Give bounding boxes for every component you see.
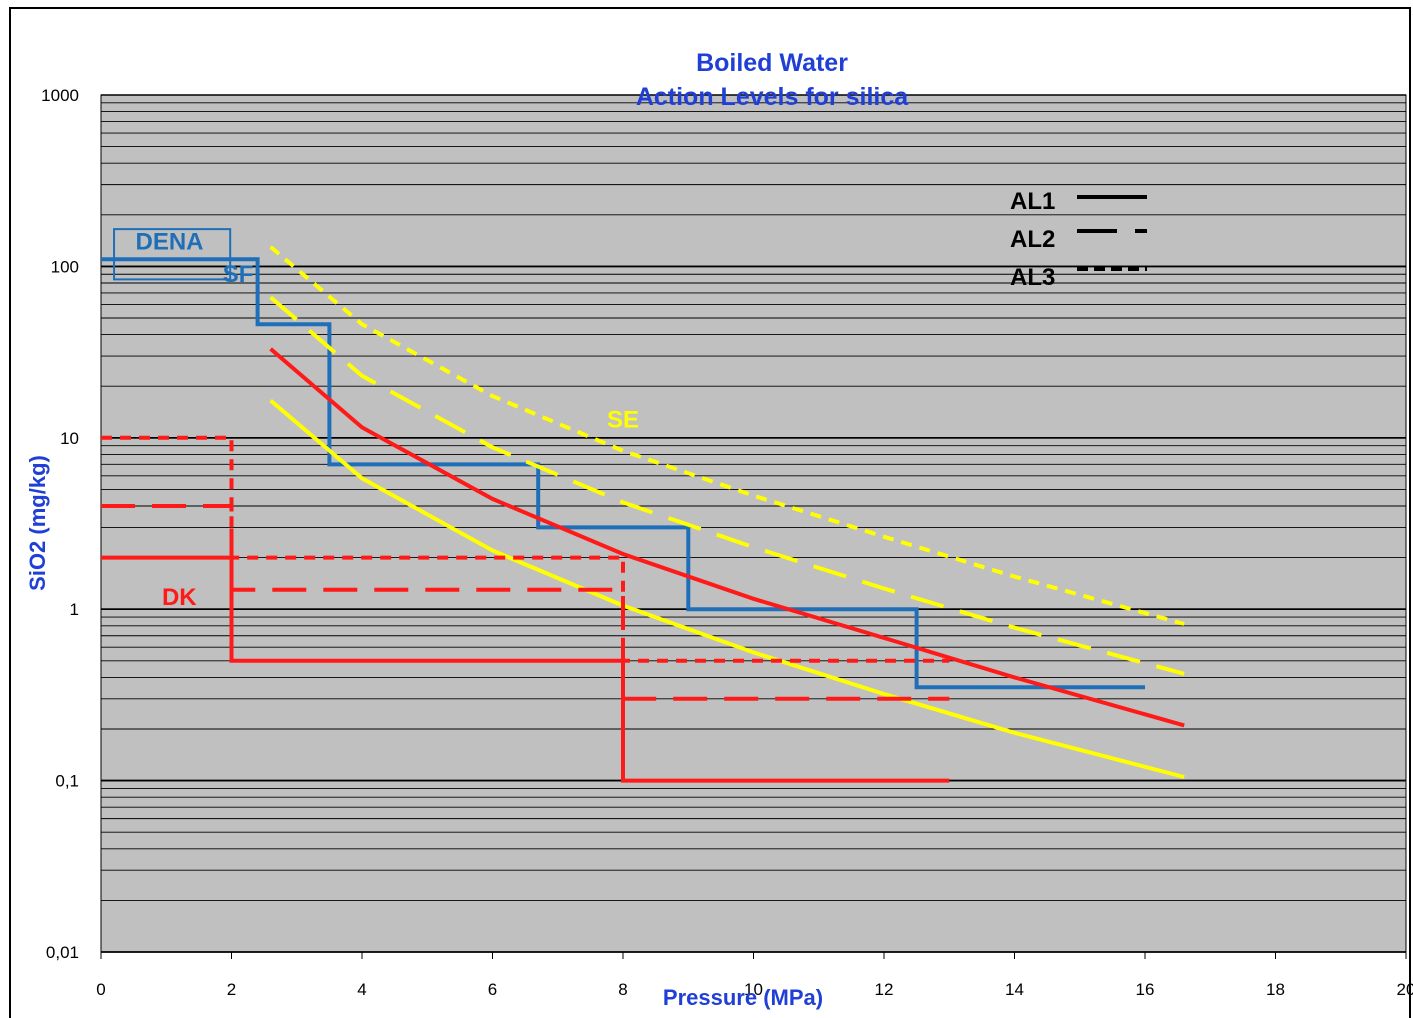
y-tick-label: 0,01	[46, 943, 79, 962]
x-tick-label: 20	[1397, 980, 1413, 999]
annotation-dena: DENA	[136, 228, 204, 255]
x-tick-labels: 0 2 4 6 8 10 12 14 16 18 20	[96, 952, 1413, 999]
chart-subtitle: Action Levels for silica	[636, 83, 909, 111]
dena-label-box	[113, 228, 232, 281]
annotation-dk: DK	[162, 584, 197, 611]
annotations: DENA SF SE DK	[113, 228, 639, 611]
x-tick-label: 12	[875, 980, 894, 999]
x-axis-title: Pressure (MPa)	[663, 985, 823, 1010]
legend: AL1 AL2 AL3	[1010, 188, 1147, 291]
legend-label-al3: AL3	[1010, 264, 1055, 291]
y-tick-label: 10	[60, 429, 79, 448]
series-line-dena-solid	[101, 257, 1145, 690]
series-line-dk-solid	[101, 555, 950, 783]
x-tick-label: 10	[744, 980, 763, 999]
y-tick-label: 100	[51, 257, 79, 276]
x-tick-label: 0	[96, 980, 105, 999]
y-axis-title: SiO2 (mg/kg)	[25, 455, 50, 591]
annotation-sf: SF	[223, 261, 254, 288]
legend-label-al2: AL2	[1010, 226, 1055, 253]
legend-label-al1: AL1	[1010, 188, 1055, 215]
series-line-se-long-dash	[269, 295, 1185, 676]
series-layer	[101, 245, 1185, 783]
series-line-sf-solid	[269, 347, 1185, 728]
y-tick-label: 0,1	[55, 772, 79, 791]
x-tick-label: 2	[227, 980, 236, 999]
series-line-se-solid	[269, 398, 1185, 779]
y-tick-label: 1	[70, 600, 79, 619]
x-tick-label: 18	[1266, 980, 1285, 999]
x-tick-label: 8	[618, 980, 627, 999]
x-tick-label: 4	[357, 980, 366, 999]
plot-area	[100, 94, 1407, 953]
y-tick-label: 1000	[41, 86, 79, 105]
chart-title: Boiled Water	[696, 49, 848, 77]
x-tick-label: 14	[1005, 980, 1024, 999]
y-tick-labels: 0,01 0,1 1 10 100 1000	[41, 86, 79, 962]
x-tick-label: 6	[488, 980, 497, 999]
series-line-dk-long-dash	[101, 504, 950, 701]
annotation-se: SE	[607, 406, 639, 433]
x-tick-label: 16	[1136, 980, 1155, 999]
series-line-dk-short-dash	[101, 435, 950, 663]
series-line-se-short-dash	[269, 245, 1185, 626]
